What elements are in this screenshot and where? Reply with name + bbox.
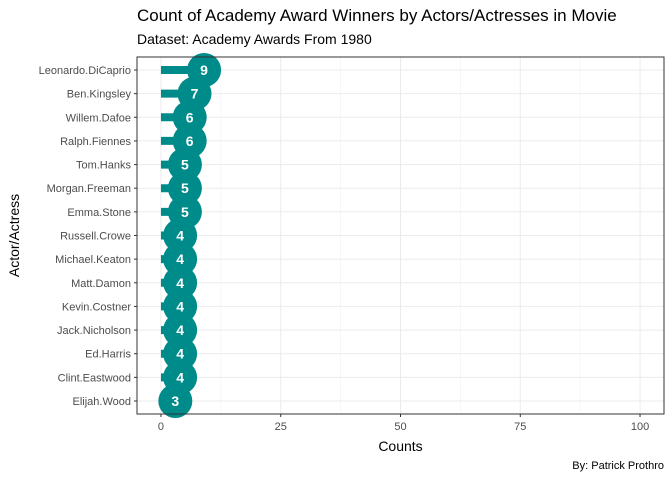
chart-caption: By: Patrick Prothro [572,460,664,472]
x-tick-label: 50 [394,421,406,433]
y-tick-label: Michael.Keaton [55,254,131,266]
value-label: 5 [181,157,189,173]
lollipop-point [163,218,198,253]
x-tick-label: 100 [631,421,649,433]
value-label: 4 [176,251,184,267]
y-tick-label: Ralph.Fiennes [60,136,131,148]
value-label: 4 [176,346,184,362]
y-tick-label: Leonardo.DiCaprio [39,65,131,77]
y-tick-label: Willem.Dafoe [66,112,131,124]
value-label: 6 [186,133,194,149]
y-tick-label: Clint.Eastwood [58,372,131,384]
lollipop-point [163,242,198,277]
y-tick-label: Elijah.Wood [73,396,132,408]
y-tick-label: Russell.Crowe [60,231,131,243]
value-label: 5 [181,204,189,220]
value-label: 6 [186,109,194,125]
points: 97 6 6 5 5 5 4 4 4 4 4 4 4 3 [158,53,222,418]
lollipop-point [163,265,198,300]
y-tick-label: Matt.Damon [71,278,131,290]
x-axis-ticks: 0 25 50 75 100 [158,414,649,433]
value-label: 4 [176,298,184,314]
y-tick-label: Morgan.Freeman [47,183,131,195]
y-tick-label: Kevin.Costner [62,301,131,313]
x-tick-label: 25 [275,421,287,433]
y-tick-label: Jack.Nicholson [57,325,131,337]
value-label: 4 [176,275,184,291]
x-tick-label: 75 [514,421,526,433]
value-label: 9 [200,62,208,78]
lollipop-point [167,171,202,206]
lollipop-point [158,383,193,418]
value-label: 4 [176,322,184,338]
y-tick-label: Ben.Kingsley [67,89,132,101]
y-tick-label: Ed.Harris [85,349,131,361]
y-axis-ticks: Leonardo.DiCaprio Ben.Kingsley Willem.Dafo… [39,65,137,408]
value-label: 4 [176,369,184,385]
value-label: 3 [171,393,179,409]
value-label: 5 [181,180,189,196]
lollipop-point [172,100,207,135]
y-tick-label: Emma.Stone [67,207,131,219]
chart-subtitle: Dataset: Academy Awards From 1980 [137,31,372,47]
lollipop-point [167,147,202,182]
value-label: 7 [191,86,199,102]
chart-title: Count of Academy Award Winners by Actors… [137,6,617,25]
lollipop-point [163,313,198,348]
value-label: 4 [176,228,184,244]
lollipop-point [163,289,198,324]
x-tick-label: 0 [158,421,164,433]
x-axis-title: Counts [378,438,422,454]
grid [137,57,664,414]
lollipop-point [163,336,198,371]
y-tick-label: Tom.Hanks [76,160,132,172]
y-axis-title: Actor/Actress [6,194,22,277]
